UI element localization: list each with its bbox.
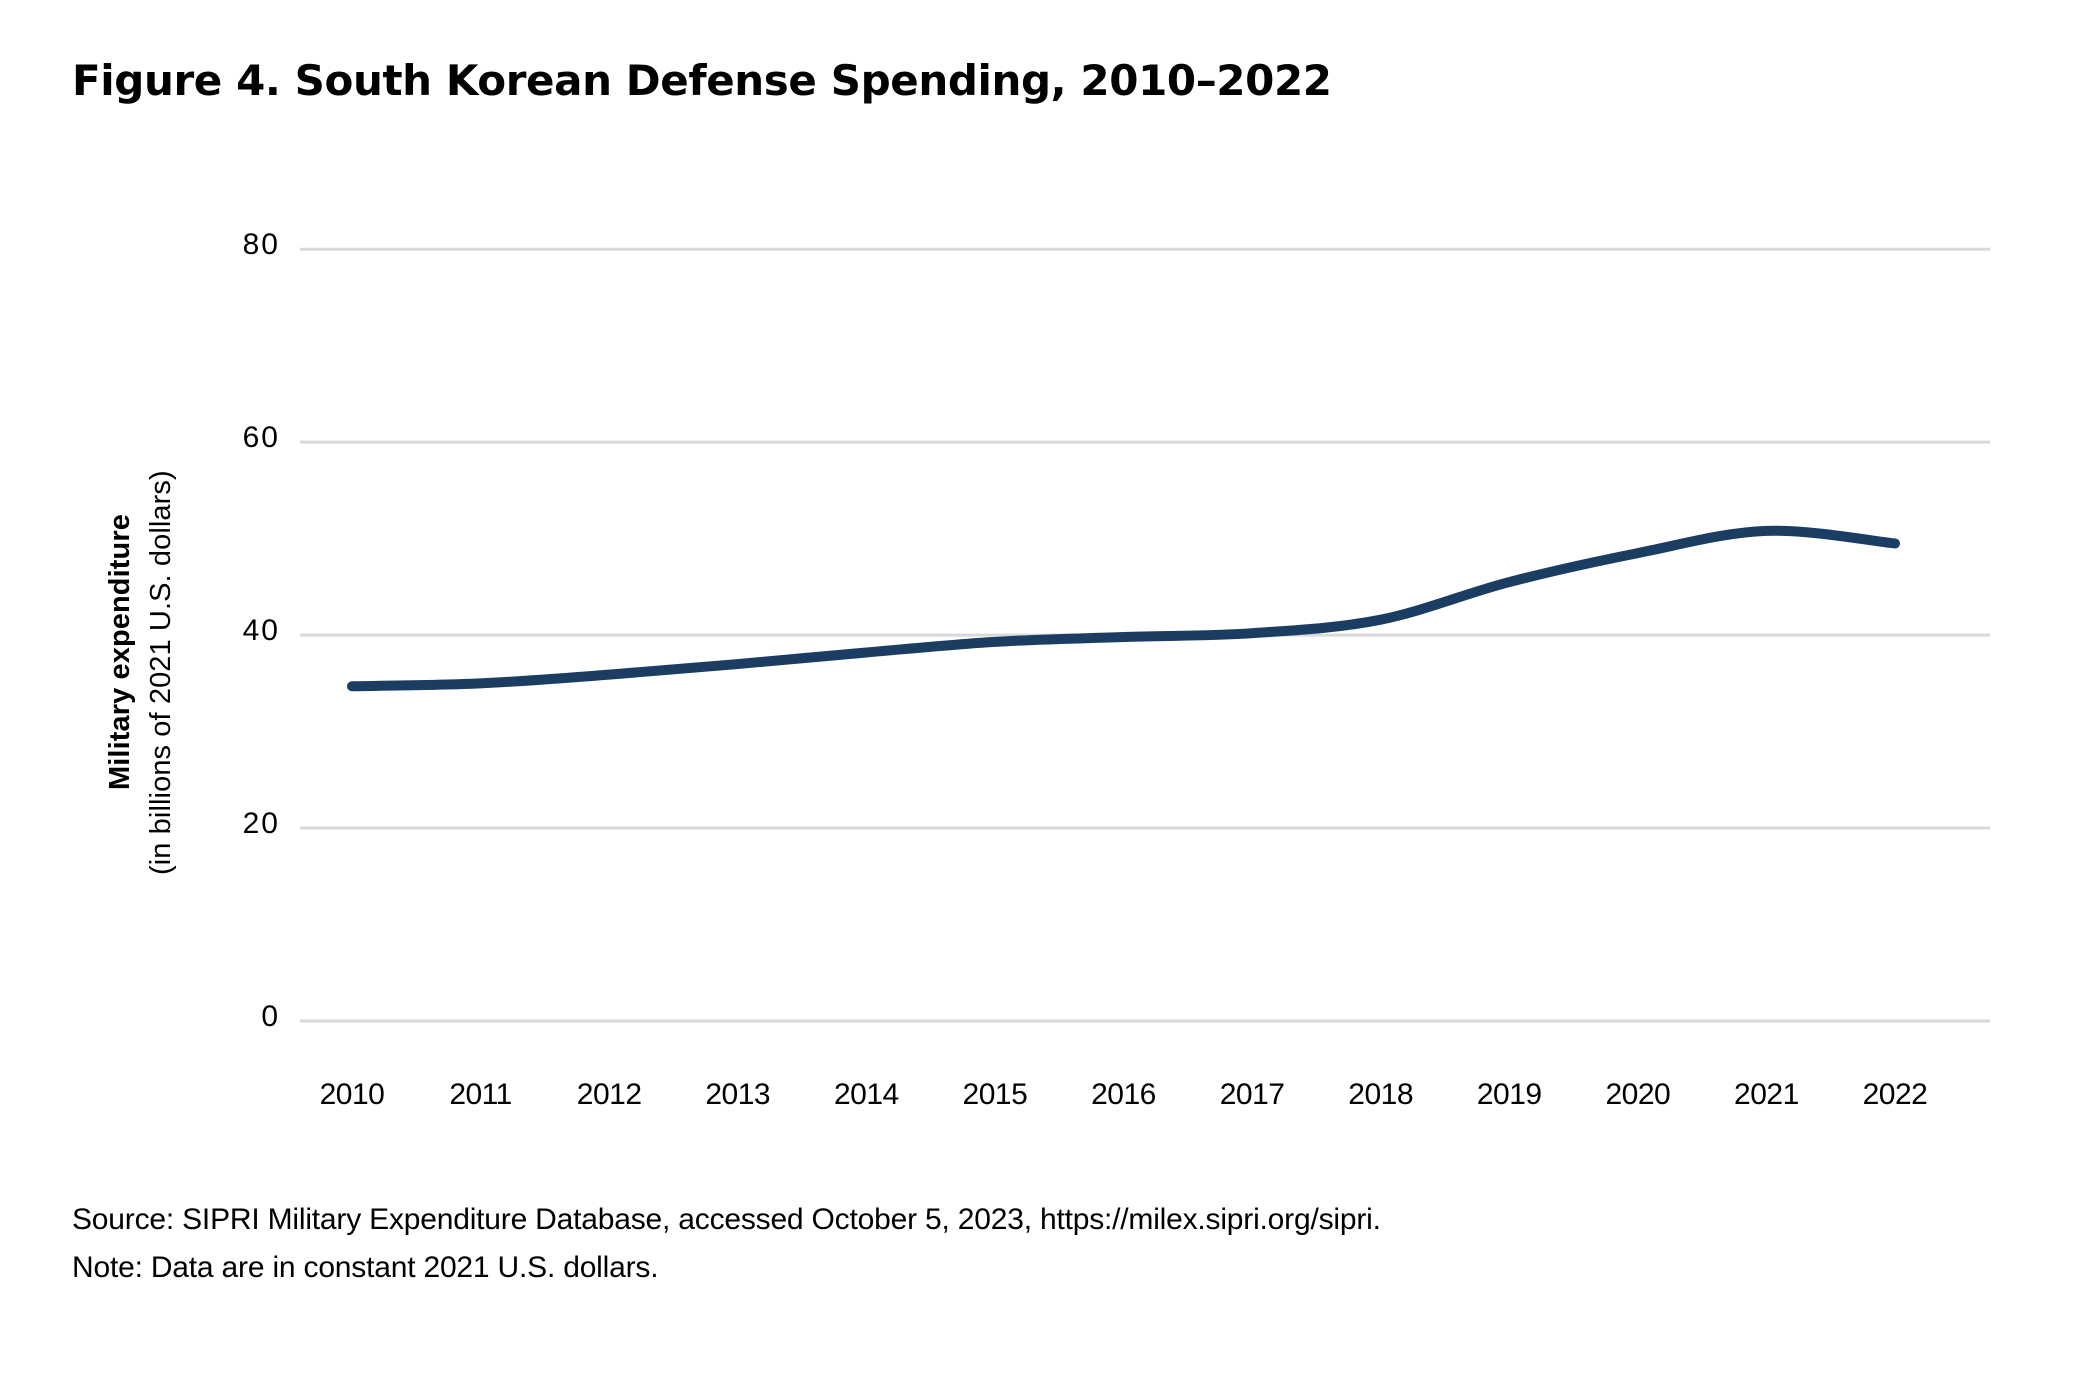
x-tick-label: 2018 — [1348, 1078, 1414, 1111]
y-tick-label: 40 — [242, 614, 280, 648]
x-tick-label: 2013 — [705, 1078, 771, 1111]
x-tick-label: 2021 — [1734, 1078, 1799, 1111]
x-tick-label: 2016 — [1091, 1078, 1156, 1111]
x-tick-label: 2010 — [319, 1078, 385, 1111]
x-tick-label: 2015 — [962, 1078, 1028, 1111]
x-tick-label: 2017 — [1219, 1078, 1285, 1111]
figure-footer: Source: SIPRI Military Expenditure Datab… — [72, 1196, 1381, 1292]
x-tick-label: 2022 — [1862, 1078, 1928, 1111]
series-line-military-expenditure — [347, 525, 1900, 692]
y-tick-label: 0 — [261, 1000, 280, 1033]
x-tick-label: 2019 — [1476, 1078, 1542, 1111]
y-tick-label: 20 — [242, 807, 280, 841]
y-tick-label: 60 — [242, 421, 280, 455]
data-line-group — [347, 525, 1900, 692]
x-tick-label: 2020 — [1605, 1078, 1671, 1111]
note-text: Note: Data are in constant 2021 U.S. dol… — [72, 1251, 659, 1284]
x-tick-label: 2014 — [833, 1078, 899, 1111]
y-axis-title-line-2: (in billions of 2021 U.S. dollars) — [145, 470, 177, 875]
source-text: Source: SIPRI Military Expenditure Datab… — [72, 1203, 1381, 1236]
y-axis-title: Military expenditure (in billions of 202… — [0, 0, 177, 900]
figure-title: Figure 4. South Korean Defense Spending,… — [72, 56, 1332, 105]
y-tick-label: 80 — [242, 228, 280, 262]
x-tick-label: 2012 — [576, 1078, 642, 1111]
y-axis-title-line-1: Military expenditure — [104, 514, 136, 790]
x-tick-label: 2011 — [449, 1078, 512, 1111]
